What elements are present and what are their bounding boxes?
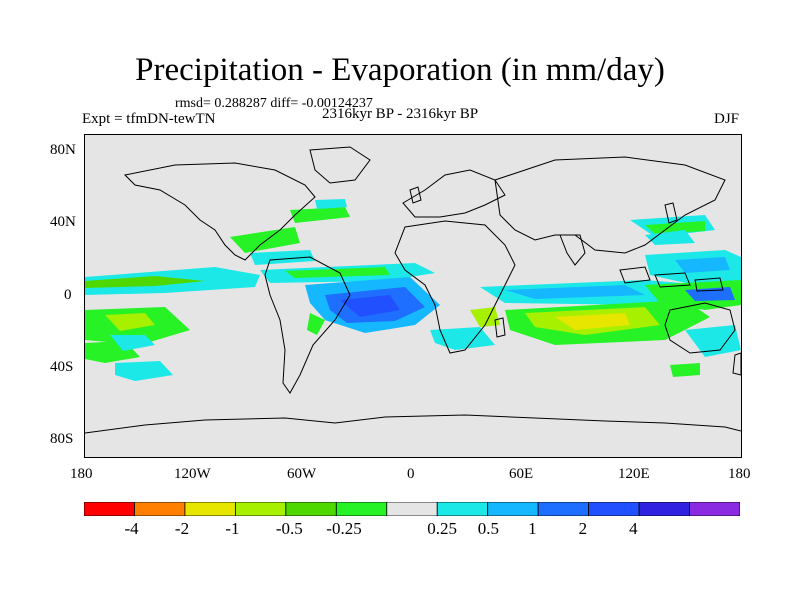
season-label: DJF	[713, 111, 739, 127]
lon-label: 180	[728, 466, 751, 482]
colorbar-label: -1	[225, 519, 240, 538]
colorbar-label: 2	[578, 519, 588, 538]
colorbar-segment	[184, 502, 236, 516]
lat-label: 80S	[50, 431, 74, 447]
lon-label: 0	[407, 466, 415, 482]
colorbar-segment	[84, 502, 135, 516]
colorbar-label: -4	[124, 519, 139, 538]
world-map	[84, 134, 742, 458]
colorbar-label: 0.5	[477, 519, 499, 538]
colorbar-segment	[638, 502, 690, 516]
colorbar-label: 4	[629, 519, 638, 538]
colorbar-segment	[335, 502, 388, 516]
lat-label: 80N	[50, 142, 76, 158]
colorbar-label: -2	[174, 519, 190, 538]
lat-label: 40S	[50, 359, 74, 375]
colorbar-segment	[285, 502, 337, 516]
plot-title: Precipitation - Evaporation (in mm/day)	[135, 52, 665, 88]
colorbar-label: 1	[528, 519, 537, 538]
lon-label: 180	[70, 466, 93, 482]
stats-line: rmsd= 0.288287 diff= -0.00124237	[175, 96, 373, 111]
colorbar-segment	[234, 502, 287, 516]
lon-label: 60E	[509, 466, 534, 482]
coastlines	[85, 146, 741, 434]
colorbar-label: -0.5	[275, 519, 303, 538]
colorbar-segment	[134, 502, 186, 516]
lon-label: 60W	[287, 466, 317, 482]
colorbar-segment	[588, 502, 640, 516]
colorbar	[84, 502, 740, 516]
experiment-label: Expt = tfmDN-tewTN	[82, 111, 216, 127]
lat-label: 0	[64, 287, 72, 303]
lon-label: 120E	[618, 466, 650, 482]
lon-label: 120W	[174, 466, 211, 482]
colorbar-segment	[386, 502, 438, 516]
colorbar-segment	[436, 502, 489, 516]
colorbar-label: -0.25	[326, 519, 362, 538]
period-label: 2316kyr BP - 2316kyr BP	[321, 106, 479, 122]
colorbar-segment	[537, 502, 590, 516]
field-shading	[85, 199, 741, 381]
colorbar-segment	[689, 502, 740, 516]
lat-label: 40N	[50, 214, 76, 230]
colorbar-segment	[487, 502, 539, 516]
colorbar-label: 0.25	[427, 519, 457, 538]
